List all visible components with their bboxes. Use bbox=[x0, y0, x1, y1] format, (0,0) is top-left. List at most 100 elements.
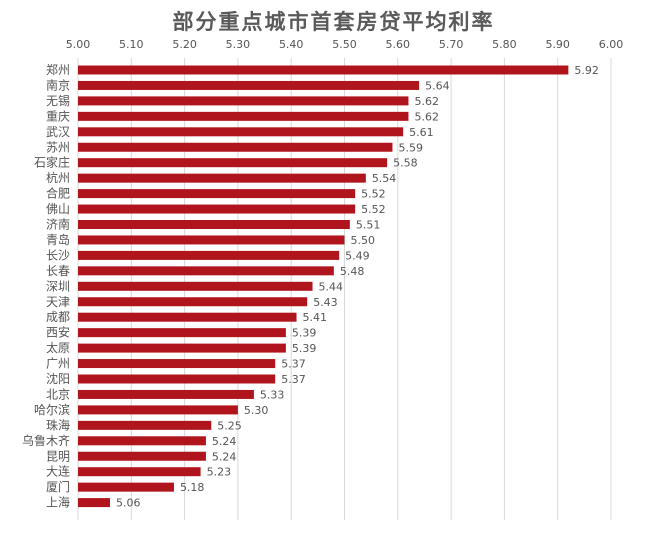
x-tick-label: 5.40 bbox=[279, 38, 304, 51]
value-label: 5.25 bbox=[217, 419, 242, 432]
value-label: 5.39 bbox=[292, 327, 317, 340]
bar bbox=[78, 80, 420, 90]
x-tick-label: 5.20 bbox=[172, 38, 197, 51]
bar bbox=[78, 389, 254, 399]
category-label: 乌鲁木齐 bbox=[22, 433, 70, 448]
value-label: 5.41 bbox=[303, 311, 328, 324]
category-label: 西安 bbox=[46, 325, 70, 340]
value-label: 5.18 bbox=[180, 481, 205, 494]
category-label: 武汉 bbox=[46, 125, 70, 139]
bar bbox=[78, 451, 206, 461]
bar bbox=[78, 281, 313, 291]
x-tick-label: 5.80 bbox=[492, 38, 517, 51]
bar bbox=[78, 65, 569, 75]
category-label: 南京 bbox=[46, 77, 70, 92]
value-label: 5.23 bbox=[207, 466, 232, 479]
x-tick-label: 5.90 bbox=[545, 38, 570, 51]
chart-title: 部分重点城市首套房贷平均利率 bbox=[172, 9, 495, 34]
value-label: 5.61 bbox=[409, 126, 434, 139]
bar bbox=[78, 359, 276, 369]
value-label: 5.44 bbox=[319, 280, 344, 293]
category-label: 太原 bbox=[46, 340, 70, 355]
bar bbox=[78, 127, 404, 137]
value-label: 5.24 bbox=[212, 450, 237, 463]
value-label: 5.54 bbox=[372, 172, 397, 185]
category-label: 天津 bbox=[46, 295, 70, 309]
value-label: 5.52 bbox=[361, 203, 386, 216]
bar bbox=[78, 482, 174, 492]
bar bbox=[78, 158, 388, 168]
bar bbox=[78, 173, 366, 183]
x-tick-label: 5.70 bbox=[439, 38, 464, 51]
bar bbox=[78, 266, 334, 276]
bar bbox=[78, 420, 212, 430]
bar bbox=[78, 436, 206, 446]
value-label: 5.50 bbox=[351, 234, 376, 247]
value-label: 5.48 bbox=[340, 265, 365, 278]
bar bbox=[78, 467, 201, 477]
bar bbox=[78, 189, 356, 199]
category-label: 沈阳 bbox=[46, 371, 70, 386]
value-label: 5.62 bbox=[414, 110, 439, 123]
x-tick-label: 5.30 bbox=[226, 38, 251, 51]
category-label: 重庆 bbox=[46, 109, 70, 123]
x-tick-label: 6.00 bbox=[599, 38, 624, 51]
x-tick-label: 5.10 bbox=[119, 38, 144, 51]
category-label: 苏州 bbox=[46, 140, 70, 154]
bar bbox=[78, 204, 356, 214]
category-label: 哈尔滨 bbox=[34, 402, 70, 417]
value-label: 5.37 bbox=[281, 358, 306, 371]
value-label: 5.59 bbox=[398, 141, 423, 154]
value-label: 5.49 bbox=[345, 249, 370, 262]
bar bbox=[78, 297, 308, 307]
category-label: 深圳 bbox=[46, 279, 70, 293]
value-label: 5.52 bbox=[361, 188, 386, 201]
category-label: 珠海 bbox=[46, 417, 70, 432]
bar bbox=[78, 220, 350, 229]
category-label: 北京 bbox=[46, 387, 70, 401]
x-tick-label: 5.60 bbox=[386, 38, 411, 51]
category-label: 厦门 bbox=[46, 479, 70, 494]
category-label: 广州 bbox=[46, 357, 70, 371]
value-label: 5.37 bbox=[281, 373, 306, 386]
category-label: 无锡 bbox=[46, 93, 70, 108]
category-label: 大连 bbox=[46, 464, 70, 479]
value-label: 5.43 bbox=[313, 296, 338, 309]
category-label: 合肥 bbox=[46, 186, 70, 201]
bar bbox=[78, 250, 340, 260]
bar bbox=[78, 374, 276, 384]
category-label: 济南 bbox=[46, 217, 70, 232]
category-label: 杭州 bbox=[46, 170, 70, 185]
category-label: 成都 bbox=[46, 310, 70, 324]
category-label: 长沙 bbox=[46, 248, 70, 262]
x-tick-label: 5.50 bbox=[332, 38, 357, 51]
category-label: 佛山 bbox=[46, 202, 70, 216]
bar bbox=[78, 235, 345, 245]
value-label: 5.51 bbox=[356, 219, 381, 232]
bar bbox=[78, 312, 297, 322]
value-label: 5.39 bbox=[292, 342, 317, 355]
value-label: 5.58 bbox=[393, 157, 418, 170]
category-label: 上海 bbox=[46, 495, 70, 510]
category-label: 石家庄 bbox=[34, 155, 70, 170]
bar bbox=[78, 343, 286, 353]
category-label: 青岛 bbox=[46, 232, 70, 247]
bar bbox=[78, 142, 393, 152]
value-label: 5.62 bbox=[414, 95, 439, 108]
category-label: 昆明 bbox=[46, 449, 70, 463]
bar bbox=[78, 96, 409, 106]
category-label: 长春 bbox=[46, 264, 70, 278]
category-label: 郑州 bbox=[46, 62, 70, 77]
bar bbox=[78, 111, 409, 121]
bar bbox=[78, 405, 238, 415]
value-label: 5.30 bbox=[244, 404, 269, 417]
value-label: 5.92 bbox=[574, 64, 599, 77]
bar bbox=[78, 328, 286, 338]
value-label: 5.64 bbox=[425, 79, 450, 92]
value-label: 5.06 bbox=[116, 497, 141, 510]
bar bbox=[78, 498, 110, 508]
value-label: 5.33 bbox=[260, 388, 285, 401]
value-label: 5.24 bbox=[212, 435, 237, 448]
x-tick-label: 5.00 bbox=[66, 38, 91, 51]
